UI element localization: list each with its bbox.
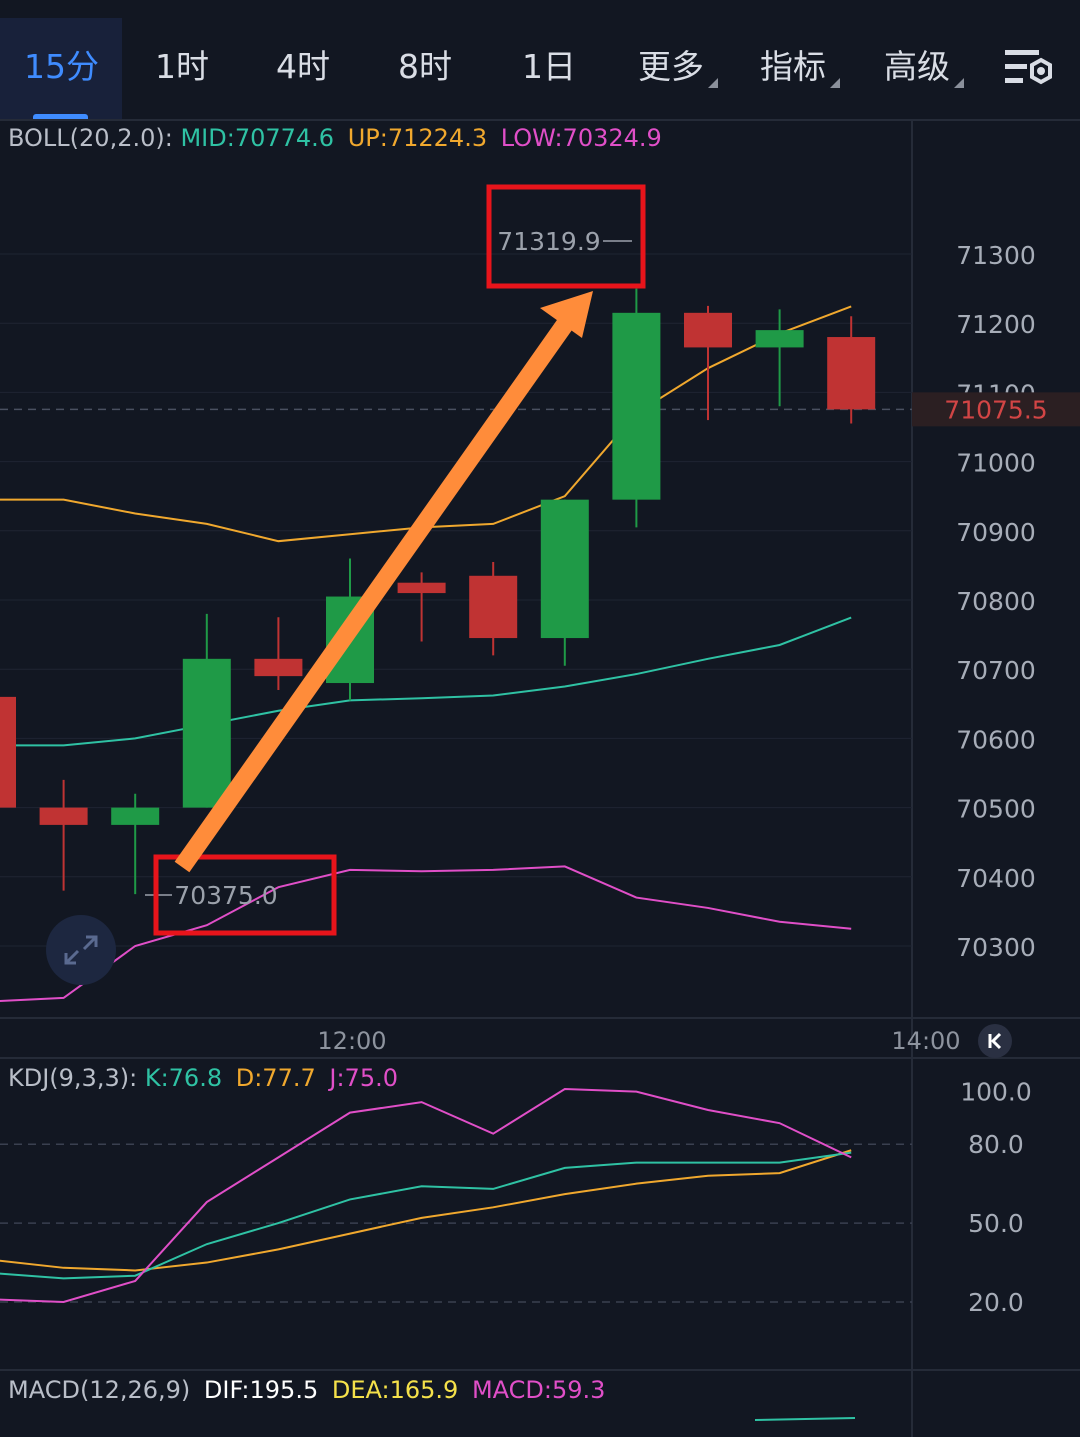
kdj-tick-label: 20.0 <box>968 1288 1024 1317</box>
macd-legend: MACD(12,26,9) DIF:195.5 DEA:165.9 MACD:5… <box>8 1376 611 1404</box>
low-highlight-box <box>153 854 337 936</box>
dropdown-corner-icon <box>954 78 964 88</box>
boll-low-value: LOW:70324.9 <box>500 124 662 152</box>
kdj-k-value: K:76.8 <box>144 1064 223 1092</box>
kdj-tick-label: 50.0 <box>968 1209 1024 1238</box>
expand-icon <box>64 935 98 965</box>
dropdown-corner-icon <box>830 78 840 88</box>
candle-body <box>254 658 303 677</box>
candle-body <box>540 499 589 639</box>
candle-body <box>755 330 804 348</box>
tab-8h[interactable]: 8时 <box>398 47 452 86</box>
candle-body <box>469 575 518 639</box>
kdj-j-line <box>0 1087 852 1304</box>
tab-more[interactable]: 更多 <box>638 40 718 100</box>
macd-macd-value: MACD:59.3 <box>471 1376 606 1404</box>
tab-15m[interactable]: 15分 <box>24 47 99 86</box>
price-tick-label: 70500 <box>956 795 1036 824</box>
price-tick-label: 70400 <box>956 864 1036 893</box>
kdj-d-value: D:77.7 <box>235 1064 316 1092</box>
tab-indicators-label: 指标 <box>760 47 826 86</box>
tab-more-label: 更多 <box>638 47 704 86</box>
candle-body <box>111 807 160 825</box>
boll-legend: BOLL(20,2.0): MID:70774.6 UP:71224.3 LOW… <box>8 124 668 152</box>
trend-arrow-head <box>540 291 593 338</box>
candle-body <box>182 658 231 808</box>
boll-up-value: UP:71224.3 <box>347 124 488 152</box>
macd-dea-value: DEA:165.9 <box>331 1376 459 1404</box>
kdj-d-line <box>0 1149 852 1272</box>
tab-advanced-label: 高级 <box>884 47 950 86</box>
active-tab-underline <box>33 114 88 120</box>
boll-mid-value: MID:70774.6 <box>180 124 335 152</box>
time-label: 14:00 <box>891 1027 960 1055</box>
boll-low-line <box>0 865 852 1002</box>
kdj-tick-label: 80.0 <box>968 1130 1024 1159</box>
price-tick-label: 70600 <box>956 725 1036 754</box>
candle-body <box>39 807 88 825</box>
time-label: 12:00 <box>317 1027 386 1055</box>
chart-settings-icon[interactable] <box>1003 46 1055 92</box>
low-price-label: 70375.0 <box>174 881 277 910</box>
candle-body <box>827 337 876 410</box>
candle-body <box>612 312 661 500</box>
dropdown-corner-icon <box>708 78 718 88</box>
kdj-legend: KDJ(9,3,3): K:76.8 D:77.7 J:75.0 <box>8 1064 404 1092</box>
macd-dif-value: DIF:195.5 <box>203 1376 319 1404</box>
high-price-label: 71319.9 <box>497 227 600 256</box>
candle-body <box>0 696 16 808</box>
scroll-to-latest-button[interactable] <box>978 1024 1012 1058</box>
kdj-tick-label: 100.0 <box>960 1078 1032 1107</box>
scroll-to-latest-icon <box>988 1032 1002 1050</box>
tab-advanced[interactable]: 高级 <box>884 40 964 100</box>
macd-name: MACD(12,26,9) <box>8 1376 191 1404</box>
tab-indicators[interactable]: 指标 <box>760 40 840 100</box>
expand-chart-button[interactable] <box>46 915 116 985</box>
tab-1d[interactable]: 1日 <box>522 47 576 86</box>
kdj-j-value: J:75.0 <box>329 1064 398 1092</box>
tab-4h[interactable]: 4时 <box>276 47 330 86</box>
price-tick-label: 70300 <box>956 933 1036 962</box>
kdj-name: KDJ(9,3,3): <box>8 1064 138 1092</box>
kdj-k-line <box>0 1151 852 1280</box>
candle-body <box>684 312 732 348</box>
active-tab-background <box>0 18 122 120</box>
boll-mid-line <box>0 616 852 747</box>
price-tick-label: 70800 <box>956 587 1036 616</box>
trend-arrow-shaft <box>174 314 576 873</box>
price-tick-label: 71200 <box>956 310 1036 339</box>
high-highlight-box <box>486 184 646 289</box>
price-tick-label: 71000 <box>956 449 1036 478</box>
current-price-label: 71075.5 <box>944 395 1047 424</box>
boll-name: BOLL(20,2.0): <box>8 124 173 152</box>
price-tick-label: 71300 <box>956 241 1036 270</box>
price-tick-label: 70700 <box>956 656 1036 685</box>
current-price-badge <box>912 392 1080 427</box>
candle-body <box>397 582 446 594</box>
price-tick-label: 70900 <box>956 518 1036 547</box>
timeframe-toolbar: 15分 1时 4时 8时 1日 更多 指标 高级 <box>0 0 1080 120</box>
tab-1h[interactable]: 1时 <box>155 47 209 86</box>
macd-line-segment <box>754 1417 856 1421</box>
